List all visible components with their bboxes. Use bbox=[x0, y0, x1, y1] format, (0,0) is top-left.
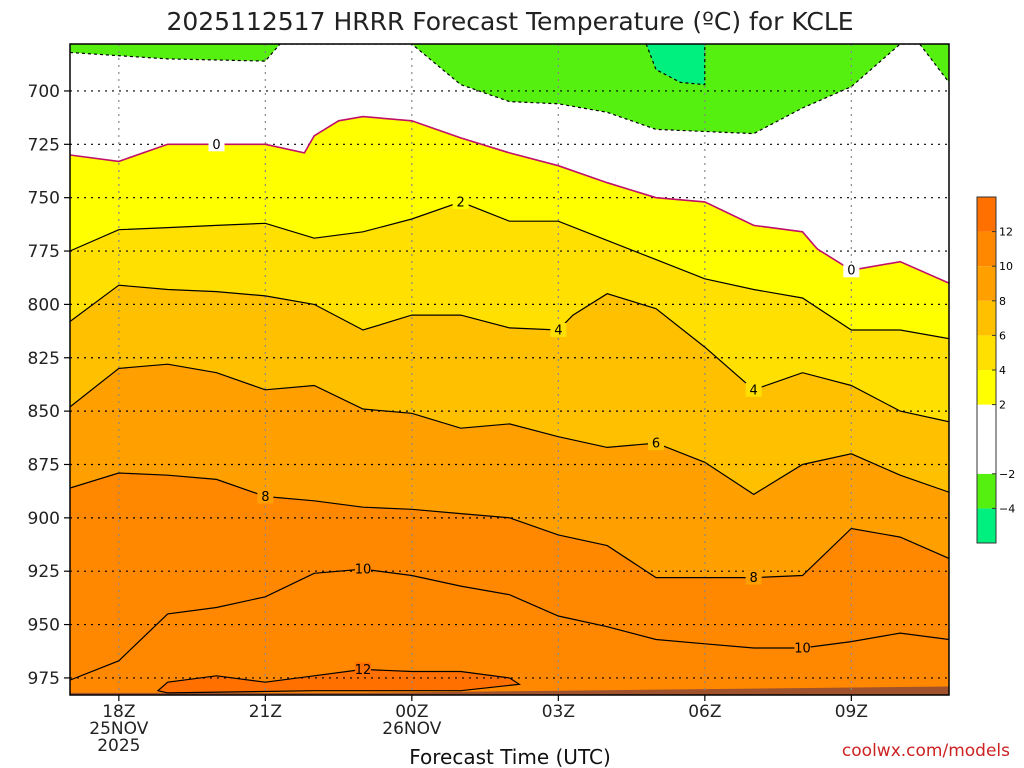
x-tick-label-18Z-1: 25NOV bbox=[89, 719, 148, 739]
y-tick-label-850: 850 bbox=[28, 402, 60, 422]
isotherm-lines: 12 10 10 8 8 6 4 4 2 0 0 bbox=[70, 44, 949, 694]
y-tick-label-750: 750 bbox=[28, 189, 60, 209]
colorbar-band-5 bbox=[977, 335, 996, 370]
colorbar-band-1 bbox=[977, 473, 996, 509]
x-axis-label: Forecast Time (UTC) bbox=[409, 745, 611, 768]
isotherm-0-label-1: 0 bbox=[847, 264, 855, 279]
y-tick-label-925: 925 bbox=[28, 562, 60, 582]
x-tick-label-18Z-0: 18Z bbox=[102, 702, 135, 722]
isotherm-4-label-bg-0 bbox=[550, 323, 567, 338]
isotherm-2-label-0: 2 bbox=[457, 195, 465, 210]
isotherm-4-label-bg-1 bbox=[745, 382, 762, 397]
colorbar-band-9 bbox=[977, 197, 996, 232]
y-tick-label-900: 900 bbox=[28, 509, 60, 529]
colorbar: −4 −2 2 4 6 8 10 12 bbox=[976, 196, 1015, 544]
isotherm-8-label-bg-0 bbox=[257, 489, 274, 504]
isotherm-2-line bbox=[70, 201, 949, 340]
y-tick-label-725: 725 bbox=[28, 135, 60, 155]
colorbar-band-8 bbox=[977, 231, 996, 267]
isotherm-8-label-bg-1 bbox=[745, 570, 762, 585]
ground-surface bbox=[70, 686, 949, 695]
isotherm-12-label-bg-0 bbox=[355, 662, 371, 677]
y-axis: 700 725 750 775 800 825 850 875 900 925 950 975 bbox=[28, 82, 70, 689]
x-tick-label-06Z-0: 06Z bbox=[688, 702, 721, 722]
colorbar-band-3 bbox=[977, 404, 996, 440]
y-tick-label-825: 825 bbox=[28, 349, 60, 369]
isotherm-minus4-line bbox=[645, 44, 706, 86]
y-tick-label-775: 775 bbox=[28, 242, 60, 262]
isotherm-10-label-1: 10 bbox=[794, 642, 811, 657]
isotherm-8-line bbox=[70, 472, 949, 579]
isotherm-4-line bbox=[70, 284, 949, 423]
isotherm-6-label-0: 6 bbox=[652, 437, 660, 452]
isotherm-4-label-1: 4 bbox=[750, 383, 758, 398]
isotherm-0-label-bg-0 bbox=[208, 137, 225, 152]
band-12-to-14 bbox=[157, 669, 520, 693]
colorbar-band-0 bbox=[977, 508, 996, 543]
x-tick-label-00Z-1: 26NOV bbox=[382, 719, 441, 739]
x-tick-label-21Z-0: 21Z bbox=[249, 702, 282, 722]
isotherm-10-label-bg-0 bbox=[355, 562, 371, 577]
colorbar-band-4 bbox=[977, 370, 996, 405]
isotherm-8-label-1: 8 bbox=[750, 571, 758, 586]
isotherm-4-label-0: 4 bbox=[554, 324, 562, 339]
colorbar-label-4: 6 bbox=[999, 329, 1006, 342]
isotherm-6-label-bg-0 bbox=[648, 436, 664, 451]
colorbar-label-6: 10 bbox=[999, 260, 1013, 273]
chart-title: 2025112517 HRRR Forecast Temperature (ºC… bbox=[166, 7, 853, 36]
colorbar-band-7 bbox=[977, 266, 996, 301]
isotherm-2-label-bg-0 bbox=[452, 194, 469, 209]
band-minus4-to-minus2 bbox=[70, 44, 949, 134]
x-tick-label-03Z-0: 03Z bbox=[542, 702, 575, 722]
x-tick-label-18Z-2: 2025 bbox=[97, 736, 140, 756]
colorbar-band-2 bbox=[977, 439, 996, 474]
colorbar-label-5: 8 bbox=[999, 295, 1006, 308]
x-tick-label-00Z-0: 00Z bbox=[395, 702, 428, 722]
isotherm-10-label-0: 10 bbox=[355, 563, 372, 578]
colorbar-band-6 bbox=[977, 300, 996, 336]
y-tick-label-950: 950 bbox=[28, 616, 60, 636]
isotherm-8-label-0: 8 bbox=[261, 490, 269, 505]
plot-frame bbox=[69, 43, 950, 696]
isotherm-0-label-0: 0 bbox=[212, 138, 220, 153]
y-tick-label-800: 800 bbox=[28, 295, 60, 315]
x-tick-label-09Z-0: 09Z bbox=[835, 702, 868, 722]
band-minus6-to-minus4 bbox=[646, 44, 705, 85]
colorbar-label-3: 4 bbox=[999, 364, 1006, 377]
colorbar-label-1: −2 bbox=[999, 468, 1015, 481]
colorbar-label-0: −4 bbox=[999, 502, 1015, 515]
credit-text: coolwx.com/models bbox=[842, 741, 1010, 761]
y-tick-label-700: 700 bbox=[28, 82, 60, 102]
y-tick-label-875: 875 bbox=[28, 455, 60, 475]
isotherm-0-line bbox=[70, 115, 949, 284]
isotherm-10-label-bg-1 bbox=[794, 641, 811, 656]
isotherm-6-line bbox=[70, 363, 949, 496]
isotherm-12-line bbox=[156, 668, 522, 694]
y-tick-label-975: 975 bbox=[28, 669, 60, 689]
isotherm-0-label-bg-1 bbox=[843, 263, 860, 278]
isotherm-12-label-0: 12 bbox=[355, 663, 372, 678]
isotherm-minus2-line bbox=[70, 44, 949, 135]
colorbar-label-2: 2 bbox=[999, 399, 1006, 412]
plot-area bbox=[70, 44, 949, 695]
colorbar-label-7: 12 bbox=[999, 226, 1013, 239]
